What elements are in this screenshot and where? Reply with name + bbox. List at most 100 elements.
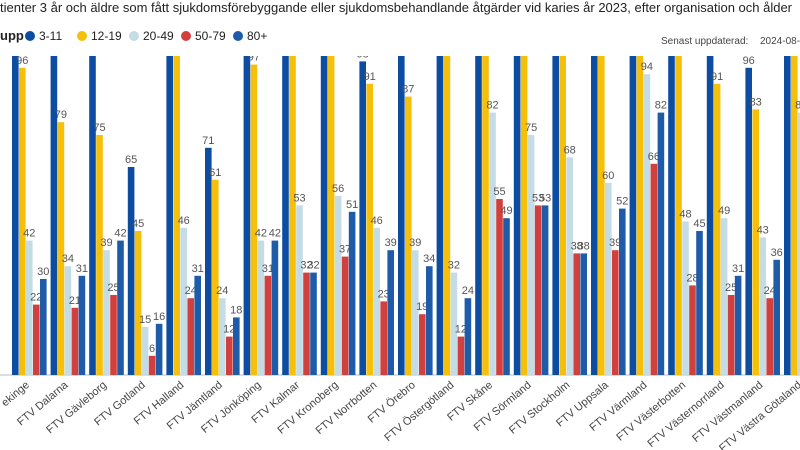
bar xyxy=(327,56,335,375)
bar xyxy=(591,56,598,375)
data-label: 31 xyxy=(262,263,274,275)
data-label: 45 xyxy=(132,218,144,230)
data-label: 108 xyxy=(547,16,565,28)
bar xyxy=(464,298,472,375)
bar xyxy=(759,237,766,375)
bar xyxy=(373,227,380,375)
data-label: 6 xyxy=(149,343,155,355)
data-label: 87 xyxy=(402,84,414,96)
data-label: 34 xyxy=(423,253,435,265)
data-label: 39 xyxy=(609,237,621,249)
data-label: 36 xyxy=(771,247,783,259)
bar xyxy=(612,250,619,375)
bar xyxy=(398,56,405,375)
chart-title: tienter 3 år och äldre som fått sjukdoms… xyxy=(0,0,793,15)
data-label: 53 xyxy=(539,192,551,204)
data-label: 31 xyxy=(732,263,744,275)
bar xyxy=(527,135,535,375)
bar xyxy=(50,56,58,375)
bar xyxy=(110,295,117,375)
data-label: 42 xyxy=(23,228,35,240)
bar xyxy=(643,74,651,375)
bar xyxy=(64,266,72,375)
legend-swatch xyxy=(129,31,139,41)
data-label: 55 xyxy=(493,186,505,198)
data-label: 51 xyxy=(346,199,358,211)
data-label: 25 xyxy=(107,282,119,294)
bar xyxy=(250,64,258,375)
data-label: 38 xyxy=(571,240,583,252)
bar xyxy=(605,183,612,375)
bar xyxy=(187,298,194,375)
data-label: 82 xyxy=(655,100,667,112)
bar xyxy=(78,275,86,375)
bar xyxy=(89,56,96,375)
data-label: 53 xyxy=(532,192,544,204)
bar xyxy=(380,301,387,375)
data-label: 105 xyxy=(476,26,494,38)
bar xyxy=(629,56,637,375)
bar xyxy=(791,56,798,375)
data-label: 16 xyxy=(153,311,165,323)
data-label: 108 xyxy=(438,16,456,28)
bar xyxy=(443,56,451,376)
bar xyxy=(19,67,26,376)
data-label: 108 xyxy=(161,16,179,28)
data-label: 42 xyxy=(269,228,281,240)
bar xyxy=(745,67,752,376)
updated-label: Senast uppdaterad: xyxy=(661,36,748,47)
data-label: 15 xyxy=(139,314,151,326)
legend-swatch xyxy=(77,31,87,41)
data-label: 34 xyxy=(62,253,74,265)
bar xyxy=(96,135,103,375)
bar xyxy=(12,56,19,376)
data-label: 23 xyxy=(378,288,390,300)
data-label: 21 xyxy=(69,295,81,307)
bar xyxy=(489,112,496,375)
bar xyxy=(496,199,503,375)
bar xyxy=(559,56,566,376)
bar xyxy=(180,227,187,375)
bar xyxy=(205,147,212,375)
bar xyxy=(127,167,135,375)
bar xyxy=(257,240,265,375)
bar xyxy=(580,253,587,375)
data-label: 102 xyxy=(283,36,301,48)
bar xyxy=(334,195,342,375)
legend-title: upp xyxy=(0,28,24,43)
legend-swatch xyxy=(25,31,35,41)
bar xyxy=(243,56,251,376)
data-label: 38 xyxy=(578,240,590,252)
data-label: 108 xyxy=(554,16,572,28)
bar xyxy=(552,56,559,376)
data-label: 105 xyxy=(469,26,487,38)
data-label: 75 xyxy=(93,122,105,134)
data-label: 12 xyxy=(223,324,235,336)
bar xyxy=(366,83,373,376)
data-label: 107 xyxy=(392,20,410,32)
data-label: 37 xyxy=(339,244,351,256)
bar xyxy=(696,231,703,375)
data-label: 22 xyxy=(30,292,42,304)
legend-label: 20-49 xyxy=(143,29,174,43)
data-label: 28 xyxy=(686,272,698,284)
bar xyxy=(26,240,33,375)
bar xyxy=(657,112,665,375)
bar xyxy=(141,327,149,375)
legend-label: 80+ xyxy=(247,29,267,43)
bar xyxy=(226,336,233,375)
data-label: 52 xyxy=(616,196,628,208)
data-label: 25 xyxy=(725,282,737,294)
bar xyxy=(412,250,419,375)
data-label: 24 xyxy=(764,285,776,297)
bar xyxy=(57,122,65,375)
data-label: 42 xyxy=(114,228,126,240)
bar xyxy=(348,211,356,375)
bar xyxy=(166,56,173,376)
data-label: 56 xyxy=(332,183,344,195)
data-label: 105 xyxy=(322,26,340,38)
bar xyxy=(341,256,349,375)
bar xyxy=(289,56,296,375)
bar xyxy=(436,56,444,376)
bar xyxy=(689,285,696,375)
